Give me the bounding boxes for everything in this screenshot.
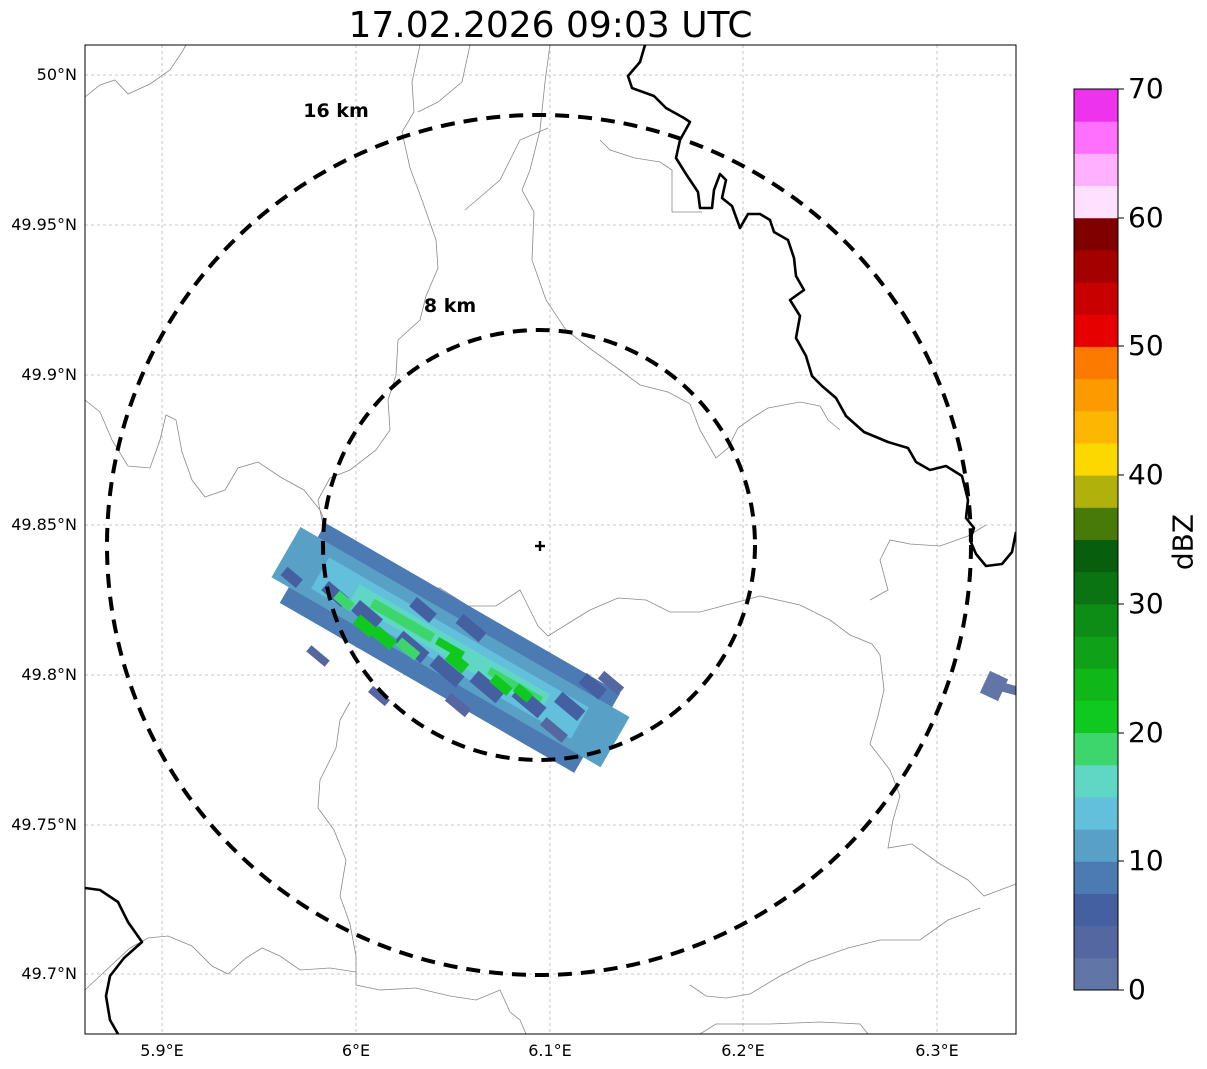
colorbar-band <box>1074 442 1118 476</box>
lon-tick-label: 6.1°E <box>528 1041 572 1060</box>
lat-tick-label: 49.75°N <box>11 815 77 834</box>
colorbar-band <box>1074 346 1118 380</box>
colorbar-band <box>1074 636 1118 669</box>
gridlines <box>85 45 1016 1034</box>
colorbar-band <box>1074 185 1118 219</box>
colorbar-band <box>1074 700 1118 734</box>
lat-tick-label: 49.85°N <box>11 515 77 534</box>
lon-tick-label: 6°E <box>341 1041 371 1060</box>
radar-site-marker <box>535 541 545 551</box>
colorbar-tick-label: 70 <box>1128 72 1164 105</box>
map-title: 17.02.2026 09:03 UTC <box>348 5 753 46</box>
colorbar-tick-marks <box>1118 88 1124 991</box>
colorbar-tick-label: 0 <box>1128 973 1146 1006</box>
lon-tick-label: 6.2°E <box>721 1041 765 1060</box>
colorbar-tick-label: 30 <box>1128 587 1164 620</box>
colorbar-band <box>1074 893 1118 927</box>
admin-borders <box>85 45 1016 1034</box>
colorbar-band <box>1074 410 1118 444</box>
colorbar-band <box>1074 829 1118 862</box>
range-ring-8km <box>321 328 757 762</box>
radar-echoes <box>271 523 1016 773</box>
colorbar-band <box>1074 89 1118 122</box>
colorbar-band <box>1074 475 1118 508</box>
colorbar-band <box>1074 764 1118 798</box>
colorbar-tick-label: 60 <box>1128 201 1164 234</box>
colorbar-tick-label: 20 <box>1128 716 1164 749</box>
colorbar-band <box>1074 796 1118 830</box>
colorbar-band <box>1074 668 1118 701</box>
colorbar-band <box>1074 957 1118 991</box>
lat-tick-label: 49.9°N <box>21 365 77 384</box>
colorbar-band <box>1074 507 1118 540</box>
lat-tick-label: 49.8°N <box>21 665 77 684</box>
colorbar-band <box>1074 121 1118 154</box>
lat-tick-label: 49.95°N <box>11 215 77 234</box>
colorbar-tick-label: 40 <box>1128 458 1164 491</box>
colorbar-frame <box>1073 88 1119 991</box>
range-rings <box>105 113 973 977</box>
colorbar-band <box>1074 378 1118 412</box>
colorbar-band <box>1074 861 1118 894</box>
ring-label-16km: 16 km <box>303 100 369 122</box>
range-ring-16km <box>105 113 973 977</box>
national-borders <box>85 45 1016 1034</box>
colorbar-band <box>1074 314 1118 347</box>
colorbar-band <box>1074 217 1118 251</box>
colorbar-band <box>1074 282 1118 315</box>
plot-frame <box>84 44 1017 1035</box>
colorbar-tick-label: 50 <box>1128 329 1164 362</box>
lat-tick-label: 50°N <box>36 65 77 84</box>
colorbar-band <box>1074 153 1118 187</box>
colorbar-band <box>1074 539 1118 573</box>
colorbar-band <box>1074 732 1118 766</box>
colorbar-band <box>1074 603 1118 637</box>
colorbar-label: dBZ <box>1166 513 1200 571</box>
colorbar-band <box>1074 925 1118 959</box>
lon-tick-label: 5.9°E <box>140 1041 184 1060</box>
lat-tick-label: 49.7°N <box>21 964 77 983</box>
lon-tick-label: 6.3°E <box>915 1041 959 1060</box>
colorbar-band <box>1074 249 1118 283</box>
colorbar <box>1074 89 1118 991</box>
colorbar-band <box>1074 571 1118 605</box>
colorbar-tick-label: 10 <box>1128 844 1164 877</box>
ring-label-8km: 8 km <box>424 295 476 317</box>
